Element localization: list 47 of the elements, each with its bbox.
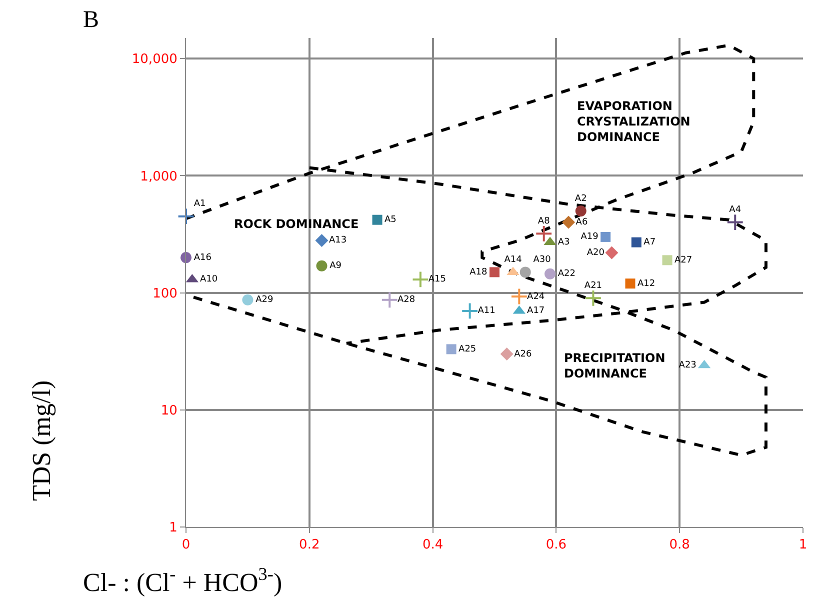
- series-label: A7: [644, 238, 656, 248]
- series-label: A27: [674, 255, 692, 266]
- annotation: ROCK DOMINANCE: [234, 217, 359, 231]
- series-label: A2: [574, 194, 587, 204]
- x-tick-label: 0.4: [422, 538, 444, 553]
- series-label: A20: [586, 248, 605, 258]
- series-label: A23: [678, 360, 696, 371]
- annotation: EVAPORATION CRYSTALIZATION DOMINANCE: [577, 99, 690, 144]
- series-label: A28: [397, 295, 416, 306]
- series-label: A13: [328, 236, 347, 246]
- series-label: A12: [637, 278, 656, 289]
- x-axis-title: Cl- : (Cl$^{-}$ + HCO$^{3-}$): [83, 564, 282, 597]
- y-tick-label: 1,000: [140, 169, 178, 184]
- series-label: A4: [729, 205, 742, 216]
- series-label: A10: [200, 274, 218, 285]
- series-label: A8: [538, 216, 550, 227]
- series-label: A1: [194, 199, 206, 210]
- series-label: A29: [256, 295, 274, 306]
- series-label: A15: [428, 274, 446, 285]
- series-label: A11: [478, 306, 496, 316]
- y-tick-label: 10: [160, 403, 178, 418]
- y-tick-label: 100: [152, 286, 178, 302]
- series-label: A26: [514, 349, 532, 360]
- x-tick-label: 0.6: [546, 538, 567, 553]
- x-tick-label: 1: [798, 538, 808, 553]
- annotation: PRECIPITATION DOMINANCE: [564, 351, 666, 381]
- series-label: A30: [533, 255, 552, 266]
- x-tick-label: 0.8: [669, 538, 690, 553]
- series-label: A5: [384, 215, 396, 226]
- chart-title: B: [83, 7, 100, 33]
- series-label: A25: [458, 344, 476, 354]
- series-label: A14: [504, 255, 522, 266]
- series-label: A24: [527, 292, 545, 302]
- series-label: A6: [576, 218, 588, 228]
- x-tick-label: 0.2: [299, 538, 320, 553]
- series-label: A9: [330, 261, 342, 272]
- series-label: A18: [470, 267, 488, 278]
- series-label: A17: [527, 306, 545, 316]
- series-label: A19: [580, 232, 599, 242]
- series-label: A16: [194, 252, 212, 263]
- x-tick-label: 0: [182, 538, 190, 553]
- y-tick-label: 1: [169, 520, 178, 536]
- series-label: A3: [558, 238, 570, 248]
- y-tick-label: 10,000: [132, 52, 178, 68]
- series-label: A21: [584, 281, 602, 292]
- series-label: A22: [558, 269, 576, 280]
- y-axis-title: TDS (mg/l): [26, 380, 56, 501]
